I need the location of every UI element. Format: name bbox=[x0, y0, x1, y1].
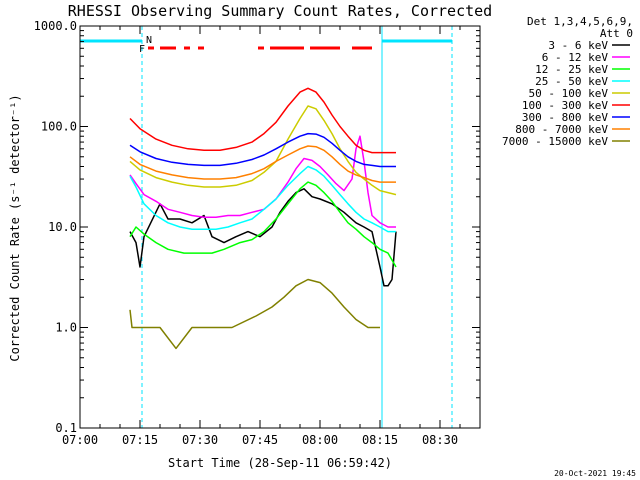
series-line-0 bbox=[129, 188, 397, 287]
legend-label-0: 3 - 6 keV bbox=[548, 39, 608, 52]
x-tick-label-5: 08:15 bbox=[362, 433, 398, 447]
generation-timestamp: 20-Oct-2021 19:45 bbox=[554, 469, 636, 478]
series-line-6 bbox=[129, 132, 396, 168]
y-tick-label-4: 0.1 bbox=[55, 421, 77, 435]
legend-label-4: 50 - 100 keV bbox=[529, 87, 609, 100]
x-axis-label: Start Time (28-Sep-11 06:59:42) bbox=[168, 456, 392, 470]
legend-header-line-1: Det 1,3,4,5,6,9, bbox=[527, 15, 633, 28]
n-marker-label: N bbox=[146, 35, 152, 46]
x-tick-label-4: 08:00 bbox=[302, 433, 338, 447]
x-tick-label-3: 07:45 bbox=[242, 433, 278, 447]
series-line-7 bbox=[129, 145, 396, 183]
series-line-5 bbox=[129, 87, 396, 154]
legend-label-5: 100 - 300 keV bbox=[522, 99, 608, 112]
series-line-2 bbox=[129, 181, 397, 268]
series-layer bbox=[129, 87, 397, 350]
x-tick-label-0: 07:00 bbox=[62, 433, 98, 447]
x-tick-label-6: 08:30 bbox=[422, 433, 458, 447]
axes-layer: 1000.0 100.0 10.0 1.0 0.107:00 07:15 07:30 07:4… bbox=[34, 19, 481, 447]
legend-label-2: 12 - 25 keV bbox=[535, 63, 608, 76]
x-tick-label-1: 07:15 bbox=[122, 433, 158, 447]
legend-label-8: 7000 - 15000 keV bbox=[502, 135, 608, 148]
legend-label-7: 800 - 7000 keV bbox=[515, 123, 608, 136]
series-line-8 bbox=[129, 278, 380, 350]
series-line-3 bbox=[129, 165, 396, 233]
y-tick-label-2: 10.0 bbox=[48, 220, 77, 234]
series-line-1 bbox=[129, 135, 396, 228]
legend-label-6: 300 - 800 keV bbox=[522, 111, 608, 124]
legend-header-line-2: Att 0 bbox=[600, 27, 633, 40]
chart-title: RHESSI Observing Summary Count Rates, Co… bbox=[68, 2, 492, 20]
series-line-4 bbox=[129, 105, 397, 196]
f-marker-label: F bbox=[139, 44, 145, 55]
legend-label-3: 25 - 50 keV bbox=[535, 75, 608, 88]
y-tick-label-1: 100.0 bbox=[41, 120, 77, 134]
x-tick-label-2: 07:30 bbox=[182, 433, 218, 447]
y-tick-label-0: 1000.0 bbox=[34, 19, 77, 33]
y-axis-label: Corrected Count Rate (s⁻¹ detector⁻¹) bbox=[8, 94, 22, 361]
legend-label-1: 6 - 12 keV bbox=[542, 51, 609, 64]
y-tick-label-3: 1.0 bbox=[55, 321, 77, 335]
